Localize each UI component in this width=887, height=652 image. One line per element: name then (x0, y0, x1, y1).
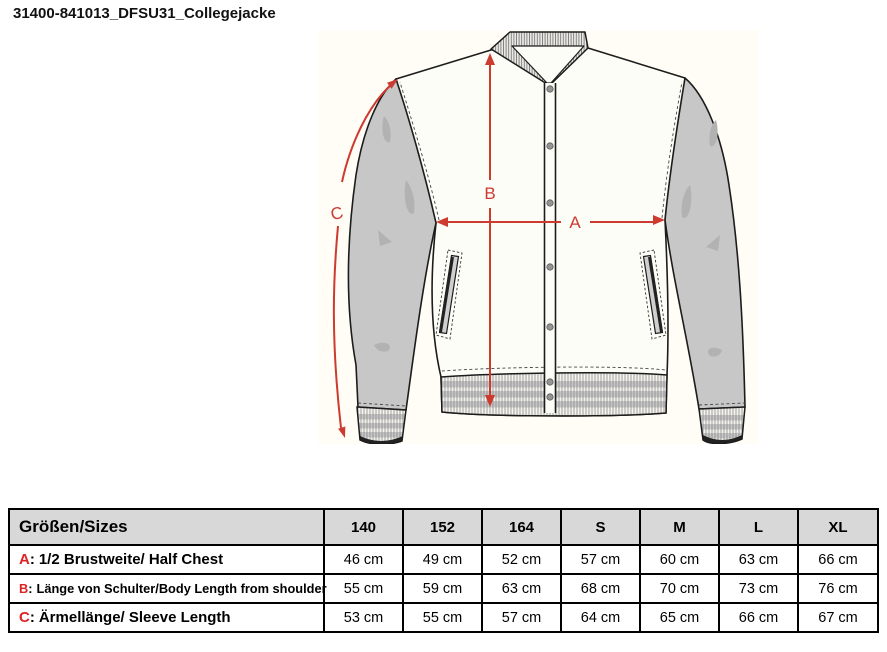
cell-a-m: 60 cm (639, 544, 720, 575)
cell-a-xl: 66 cm (797, 544, 879, 575)
cell-a-s: 57 cm (560, 544, 641, 575)
size-col-xl: XL (797, 508, 879, 546)
seam-stitching (357, 81, 746, 407)
size-col-140: 140 (323, 508, 404, 546)
table-row-body-length: B: Länge von Schulter/Body Length from sh… (8, 573, 879, 604)
table-row-half-chest: A: 1/2 Brustweite/ Half Chest 46 cm 49 cm… (8, 544, 879, 575)
row-label-body-length: B: Länge von Schulter/Body Length from sh… (8, 573, 327, 604)
table-header-row: Größen/Sizes 140 152 164 S M L XL (8, 508, 879, 546)
jacket-svg: A B C (318, 30, 758, 445)
left-cuff (356, 406, 407, 445)
size-table: Größen/Sizes 140 152 164 S M L XL A: 1/2 … (8, 508, 879, 633)
row-key-c: C (19, 609, 30, 626)
row-key-a: A (19, 551, 30, 568)
right-cuff (698, 406, 746, 445)
cell-b-164: 63 cm (481, 573, 562, 604)
sleeve-shading (374, 116, 722, 357)
size-col-164: 164 (481, 508, 562, 546)
row-label-half-chest: A: 1/2 Brustweite/ Half Chest (8, 544, 325, 575)
snap-buttons (546, 85, 554, 401)
size-col-l: L (718, 508, 799, 546)
label-c: C (329, 203, 346, 224)
cell-a-140: 46 cm (323, 544, 404, 575)
table-row-sleeve-length: C: Ärmellänge/ Sleeve Length 53 cm 55 cm … (8, 602, 879, 633)
cell-b-l: 73 cm (718, 573, 799, 604)
row-label-sleeve-length: C: Ärmellänge/ Sleeve Length (8, 602, 325, 633)
cell-c-xl: 67 cm (797, 602, 879, 633)
cell-a-164: 52 cm (481, 544, 562, 575)
measurement-arrow-a (436, 215, 665, 227)
size-col-s: S (560, 508, 641, 546)
page-title: 31400-841013_DFSU31_Collegejacke (13, 5, 276, 22)
button-placket (543, 83, 557, 413)
row-key-b: B (19, 581, 29, 596)
cell-c-m: 65 cm (639, 602, 720, 633)
measurement-arrow-b (485, 53, 495, 407)
size-col-m: M (639, 508, 720, 546)
right-pocket (639, 249, 667, 340)
cell-b-xl: 76 cm (797, 573, 879, 604)
jacket-body (395, 47, 686, 417)
jacket-diagram: A B C (318, 30, 758, 445)
sizes-header: Größen/Sizes (8, 508, 325, 546)
cell-b-140: 55 cm (323, 573, 404, 604)
size-col-152: 152 (402, 508, 483, 546)
cell-c-152: 55 cm (402, 602, 483, 633)
cell-c-164: 57 cm (481, 602, 562, 633)
cell-a-l: 63 cm (718, 544, 799, 575)
cell-b-152: 59 cm (402, 573, 483, 604)
label-a: A (569, 213, 581, 232)
cell-a-152: 49 cm (402, 544, 483, 575)
cell-c-140: 53 cm (323, 602, 404, 633)
cell-c-s: 64 cm (560, 602, 641, 633)
cell-c-l: 66 cm (718, 602, 799, 633)
left-pocket (435, 249, 463, 340)
cell-b-m: 70 cm (639, 573, 720, 604)
measurement-arrow-c (332, 79, 398, 438)
label-b: B (484, 184, 495, 203)
cell-b-s: 68 cm (560, 573, 641, 604)
